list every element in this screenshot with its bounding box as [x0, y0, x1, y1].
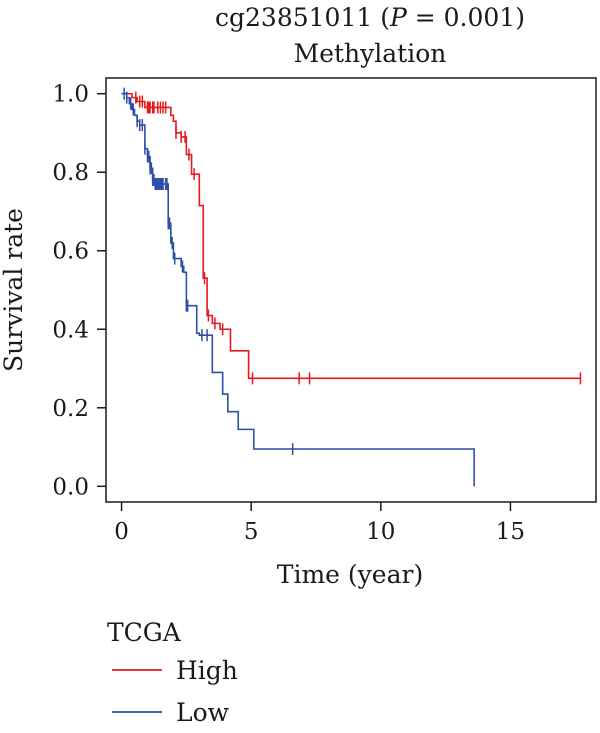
x-tick-label: 10: [366, 519, 395, 545]
chart-title-p: P: [389, 3, 408, 32]
x-tick-label: 0: [114, 519, 129, 545]
legend-title: TCGA: [107, 618, 182, 647]
y-axis: 0.0 0.2 0.4 0.6 0.8 1.0: [52, 82, 106, 500]
legend: TCGA High Low: [107, 618, 238, 727]
y-tick-label: 0.6: [52, 239, 89, 265]
x-tick-label: 5: [244, 519, 259, 545]
chart-title-prefix: cg23851011 (: [215, 3, 390, 32]
y-tick-label: 0.2: [52, 396, 89, 422]
y-tick-label: 0.8: [52, 160, 89, 186]
y-axis-label: Survival rate: [0, 208, 28, 372]
y-tick-label: 0.4: [52, 317, 89, 343]
chart-title-suffix: = 0.001): [407, 3, 525, 32]
legend-label-high: High: [176, 656, 238, 685]
x-tick-label: 15: [496, 519, 525, 545]
plot-frame: [105, 77, 597, 503]
y-tick-label: 1.0: [52, 82, 89, 108]
legend-label-low: Low: [176, 698, 230, 727]
survival-curve-low: [121, 92, 475, 487]
x-axis: 0 5 10 15: [114, 502, 525, 545]
series-layer: [121, 87, 582, 487]
survival-curve-high: [121, 92, 581, 380]
y-tick-label: 0.0: [52, 474, 89, 500]
chart-title-line1: cg23851011 (P = 0.001): [215, 3, 525, 32]
x-axis-label: Time (year): [277, 560, 423, 589]
chart-title-line2: Methylation: [294, 39, 447, 68]
